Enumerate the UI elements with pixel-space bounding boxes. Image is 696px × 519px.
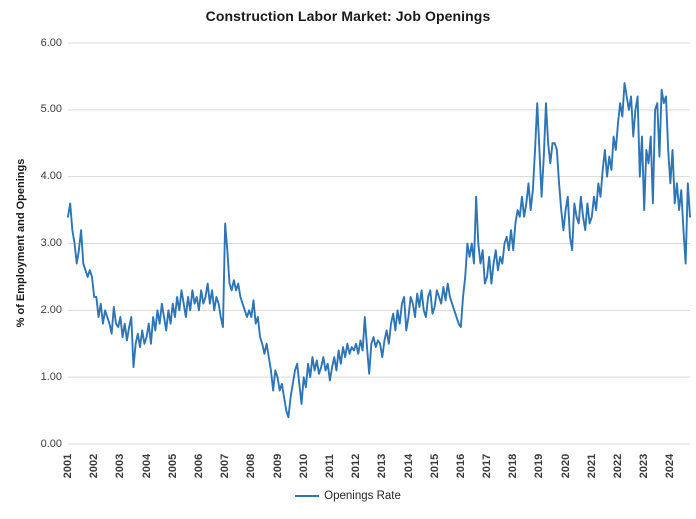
x-tick-label: 2005 (166, 453, 179, 479)
x-tick-label: 2020 (559, 453, 572, 479)
x-tick-label: 2011 (323, 454, 336, 478)
y-tick-label: 1.00 (40, 370, 62, 383)
legend: Openings Rate (0, 490, 696, 502)
x-tick-label: 2022 (612, 453, 624, 479)
x-tick-label: 2019 (533, 453, 546, 479)
x-tick-label: 2006 (192, 453, 205, 479)
x-tick-label: 2002 (88, 453, 101, 479)
x-tick-label: 2016 (454, 453, 467, 479)
x-tick-label: 2001 (62, 453, 74, 479)
y-tick-label: 5.00 (40, 103, 62, 116)
x-tick-label: 2009 (271, 453, 284, 479)
x-tick-label: 2015 (428, 453, 441, 479)
y-tick-label: 3.00 (40, 237, 62, 249)
y-tick-label: 6.00 (40, 36, 62, 49)
x-tick-label: 2017 (481, 453, 493, 479)
chart-title: Construction Labor Market: Job Openings (205, 8, 491, 24)
x-tick-label: 2023 (638, 453, 651, 479)
x-tick-label: 2013 (376, 453, 389, 479)
y-tick-label: 4.00 (40, 170, 62, 183)
x-tick-label: 2004 (140, 453, 153, 479)
x-tick-label: 2021 (585, 453, 598, 479)
x-tick-label: 2007 (219, 453, 232, 479)
x-tick-label: 2008 (245, 453, 258, 479)
x-tick-label: 2010 (297, 453, 310, 479)
x-tick-label: 2018 (507, 453, 520, 479)
legend-line-swatch (295, 495, 320, 497)
y-tick-label: 2.00 (40, 303, 62, 316)
x-tick-label: 2012 (350, 453, 363, 479)
y-tick-label: 0.00 (40, 437, 62, 450)
openings-rate-line (67, 82, 691, 419)
x-tick-label: 2014 (402, 453, 415, 479)
legend-label: Openings Rate (324, 490, 401, 502)
x-tick-label: 2003 (114, 453, 127, 479)
x-tick-label: 2024 (664, 453, 677, 479)
